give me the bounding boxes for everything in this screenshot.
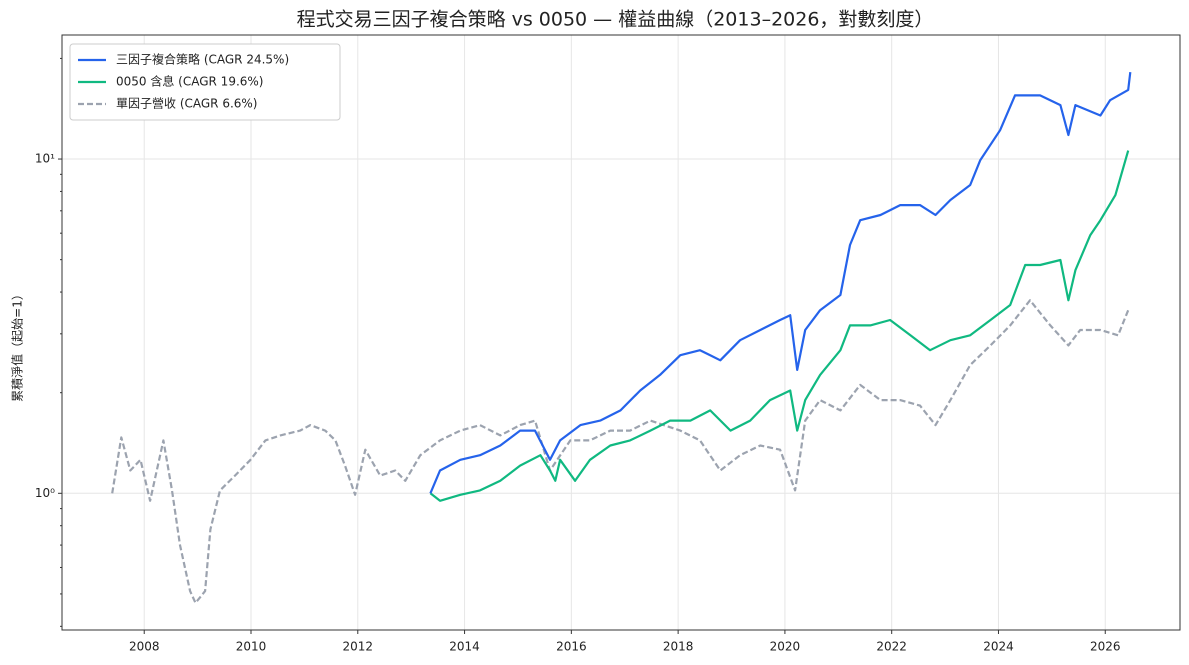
- series-line: [111, 299, 1130, 604]
- series-line: [429, 71, 1132, 494]
- x-tick-label: 2024: [983, 640, 1014, 654]
- plot-frame: [61, 34, 1181, 631]
- y-tick-label: 10¹: [35, 152, 55, 166]
- y-tick-label: 10⁰: [35, 486, 55, 500]
- series-line: [429, 150, 1130, 502]
- y-axis-label: 累積淨值（起始=1）: [10, 288, 25, 402]
- x-tick-label: 2026: [1090, 640, 1121, 654]
- chart-title: 程式交易三因子複合策略 vs 0050 — 權益曲線（2013–2026，對數刻…: [297, 9, 934, 31]
- legend-label: 單因子營收 (CAGR 6.6%): [116, 97, 258, 111]
- x-tick-label: 2010: [236, 640, 267, 654]
- x-tick-label: 2014: [449, 640, 480, 654]
- x-tick-label: 2022: [876, 640, 907, 654]
- legend-label: 三因子複合策略 (CAGR 24.5%): [116, 52, 289, 67]
- x-tick-label: 2016: [556, 640, 587, 654]
- x-tick-label: 2012: [343, 640, 374, 654]
- x-tick-label: 2018: [663, 640, 694, 654]
- x-tick-label: 2020: [770, 640, 801, 654]
- x-tick-label: 2008: [129, 640, 160, 654]
- legend-box: [69, 43, 341, 121]
- legend-label: 0050 含息 (CAGR 19.6%): [116, 74, 263, 89]
